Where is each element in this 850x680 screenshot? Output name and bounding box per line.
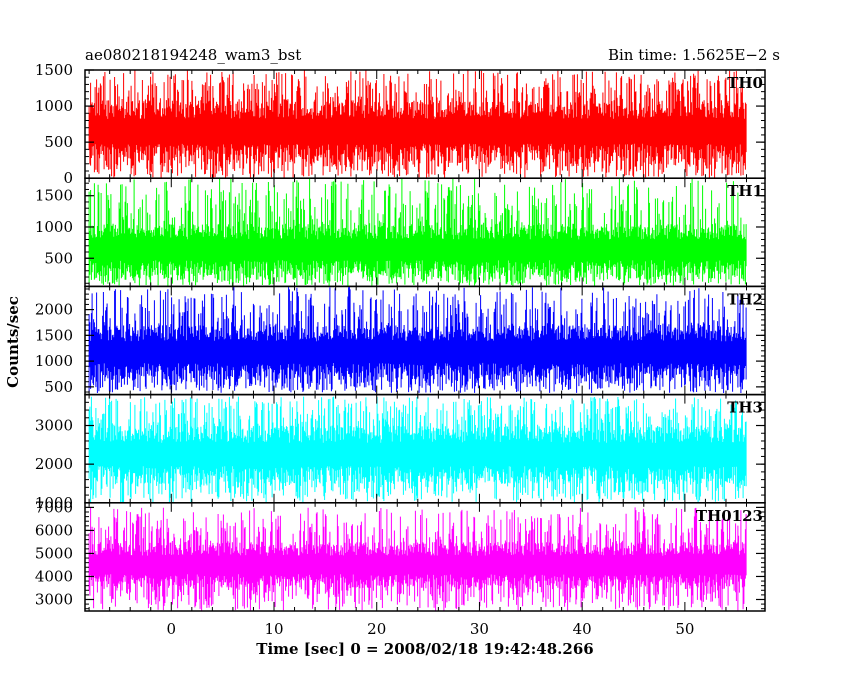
y-tick-label: 1500 <box>35 61 73 79</box>
y-tick-label: 1000 <box>35 218 73 236</box>
y-tick-label: 3000 <box>35 417 73 435</box>
x-tick-label: 20 <box>367 620 386 638</box>
x-axis: 0 10 20 30 40 50 <box>167 620 695 638</box>
panel-label: TH3 <box>727 399 763 417</box>
bin-time-label: Bin time: 1.5625E−2 s <box>608 46 780 64</box>
series-th1 <box>88 178 747 286</box>
y-tick-label: 1000 <box>35 352 73 370</box>
panel-th3: 1000 2000 3000 TH3 <box>35 393 766 512</box>
y-tick-label: 6000 <box>35 521 73 539</box>
y-tick-label: 1000 <box>35 97 73 115</box>
panels-group: 0 500 1000 1500 TH0 500 1000 1500 TH1 500 1000 1500… <box>35 61 766 612</box>
y-tick-label: 2000 <box>35 301 73 319</box>
panel-frame <box>84 502 766 612</box>
y-tick-label: 5000 <box>35 544 73 562</box>
y-axis-label: Counts/sec <box>4 296 22 388</box>
x-tick-label: 50 <box>675 620 694 638</box>
series-th2 <box>88 286 747 393</box>
panel-label: TH2 <box>727 290 763 308</box>
panel-th0123: 3000 4000 5000 6000 7000 TH0123 <box>35 498 766 612</box>
chart-title: ae080218194248_wam3_bst <box>85 46 301 64</box>
y-tick-label: 1500 <box>35 187 73 205</box>
y-tick-label: 500 <box>44 378 73 396</box>
y-tick-label: 0 <box>63 169 73 187</box>
y-tick-label: 1500 <box>35 326 73 344</box>
panel-label: TH1 <box>727 182 763 200</box>
x-axis-label: Time [sec] 0 = 2008/02/18 19:42:48.266 <box>256 640 593 658</box>
y-tick-label: 2000 <box>35 455 73 473</box>
x-tick-label: 40 <box>573 620 592 638</box>
x-tick-label: 10 <box>264 620 283 638</box>
y-tick-label: 4000 <box>35 567 73 585</box>
series-th0 <box>88 70 747 179</box>
y-tick-label: 500 <box>44 249 73 267</box>
panel-th2: 500 1000 1500 2000 TH2 <box>35 285 766 396</box>
series-th3 <box>88 396 747 503</box>
series-th0123 <box>88 507 747 611</box>
panel-th0: 0 500 1000 1500 TH0 <box>35 61 766 187</box>
y-tick-label: 3000 <box>35 590 73 608</box>
panel-label: TH0 <box>727 74 763 92</box>
panel-label: TH0123 <box>696 507 763 525</box>
y-tick-label: 1000 <box>35 494 73 512</box>
y-tick-label: 7000 <box>35 498 73 516</box>
x-tick-label: 0 <box>167 620 177 638</box>
panel-th1: 500 1000 1500 TH1 <box>35 177 766 288</box>
x-tick-label: 30 <box>470 620 489 638</box>
y-tick-label: 500 <box>44 133 73 151</box>
